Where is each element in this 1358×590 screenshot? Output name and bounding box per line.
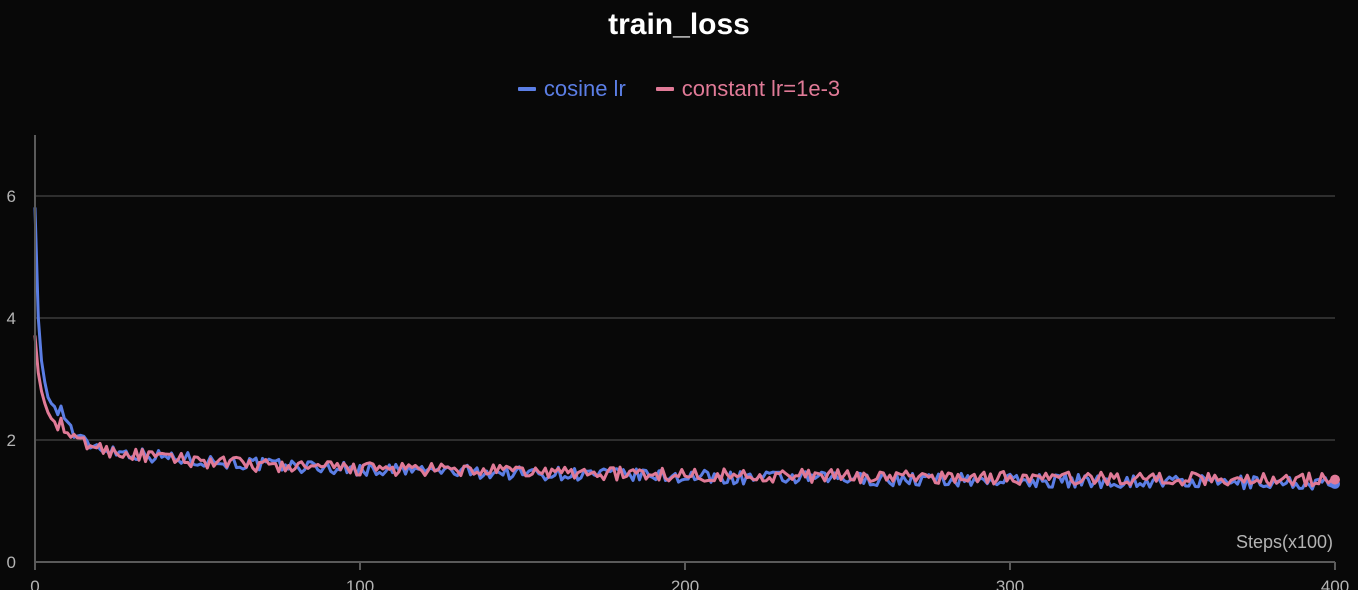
legend-label-constant: constant lr=1e-3 xyxy=(681,76,841,101)
legend-item-cosine[interactable]: cosine lr xyxy=(517,76,626,102)
y-tick-label-0: 0 xyxy=(7,553,16,572)
series-line-0 xyxy=(33,206,1337,491)
chart-title: train_loss xyxy=(608,8,750,41)
legend: cosine lr constant lr=1e-3 xyxy=(0,76,1358,102)
x-tick-label-0: 0 xyxy=(30,577,39,590)
series-line-1 xyxy=(33,334,1337,488)
grid xyxy=(35,195,1335,441)
x-axis-label: Steps(x100) xyxy=(1236,532,1333,552)
y-tick-label-2: 2 xyxy=(7,431,16,450)
y-tick-label-4: 4 xyxy=(7,309,16,328)
x-tick-label-200: 200 xyxy=(671,577,699,590)
x-tick-label-300: 300 xyxy=(996,577,1024,590)
x-tick-label-400: 400 xyxy=(1321,577,1349,590)
legend-swatch-constant xyxy=(655,87,674,91)
y-tick-label-6: 6 xyxy=(7,187,16,206)
legend-label-cosine: cosine lr xyxy=(543,76,626,101)
axes: 0 2 4 6 0 100 200 300 400 Steps(x100) xyxy=(7,135,1349,590)
series-layer xyxy=(33,206,1340,491)
x-tick-label-100: 100 xyxy=(346,577,374,590)
series-endpoint-1 xyxy=(1330,474,1340,485)
legend-item-constant[interactable]: constant lr=1e-3 xyxy=(655,76,841,102)
legend-swatch-cosine xyxy=(517,87,536,91)
